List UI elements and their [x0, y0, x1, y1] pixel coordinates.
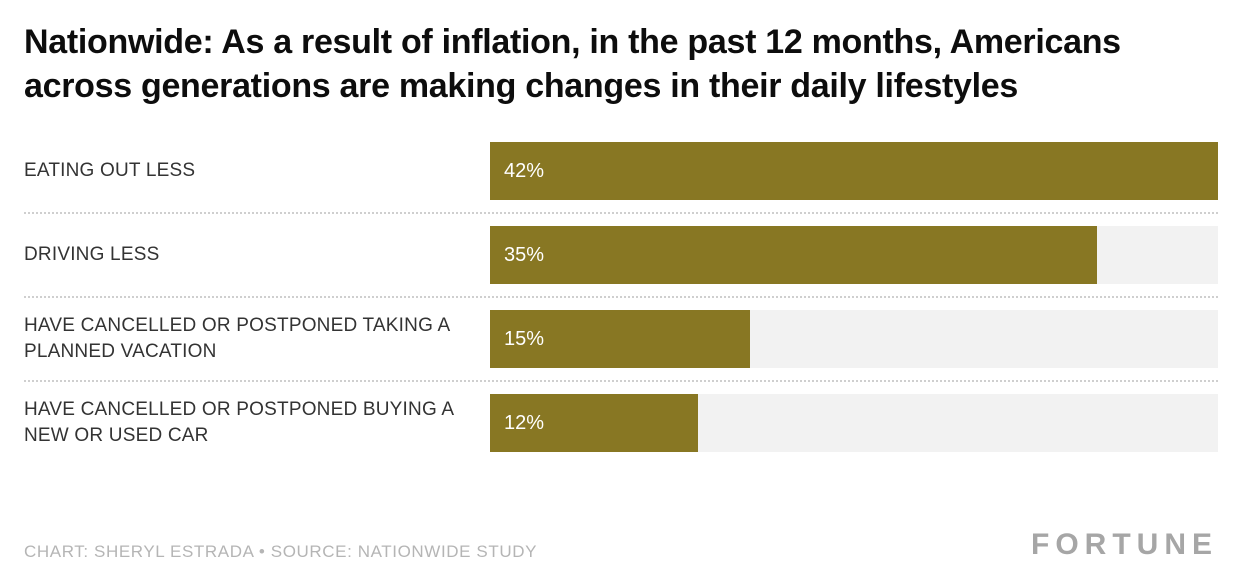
bar-track: 42% — [490, 142, 1218, 201]
bar-fill: 35% — [490, 226, 1097, 285]
bar-label: DRIVING LESS — [24, 244, 160, 266]
chart-title: Nationwide: As a result of inflation, in… — [24, 23, 1121, 106]
bar-row: DRIVING LESS 35% — [24, 214, 1218, 299]
bar-fill: 15% — [490, 310, 750, 369]
bar-row: HAVE CANCELLED OR POSTPONED TAKING A PLA… — [24, 298, 1218, 383]
bar-track: 12% — [490, 394, 1218, 453]
bar-label: HAVE CANCELLED OR POSTPONED TAKING A PLA… — [24, 314, 450, 363]
bar-fill: 12% — [490, 394, 698, 453]
bar-row: EATING OUT LESS 42% — [24, 130, 1218, 215]
bar-value: 42% — [504, 159, 545, 182]
bar-value: 15% — [504, 327, 545, 350]
credit-text: CHART: SHERYL ESTRADA • SOURCE: NATIONWI… — [24, 542, 538, 561]
bar-row: HAVE CANCELLED OR POSTPONED BUYING A NEW… — [24, 382, 1218, 464]
bar-rows: EATING OUT LESS 42% DRIVING LESS 35% HAVE CA… — [24, 130, 1218, 464]
bar-fill: 42% — [490, 142, 1218, 201]
bar-track: 35% — [490, 226, 1218, 285]
bar-label: HAVE CANCELLED OR POSTPONED BUYING A NEW… — [24, 398, 454, 447]
bar-value: 35% — [504, 243, 545, 266]
chart-footer: CHART: SHERYL ESTRADA • SOURCE: NATIONWI… — [24, 528, 1218, 562]
bar-value: 12% — [504, 411, 545, 434]
bar-track: 15% — [490, 310, 1218, 369]
fortune-logo: FORTUNE — [1031, 528, 1218, 561]
bar-label: EATING OUT LESS — [24, 160, 196, 182]
